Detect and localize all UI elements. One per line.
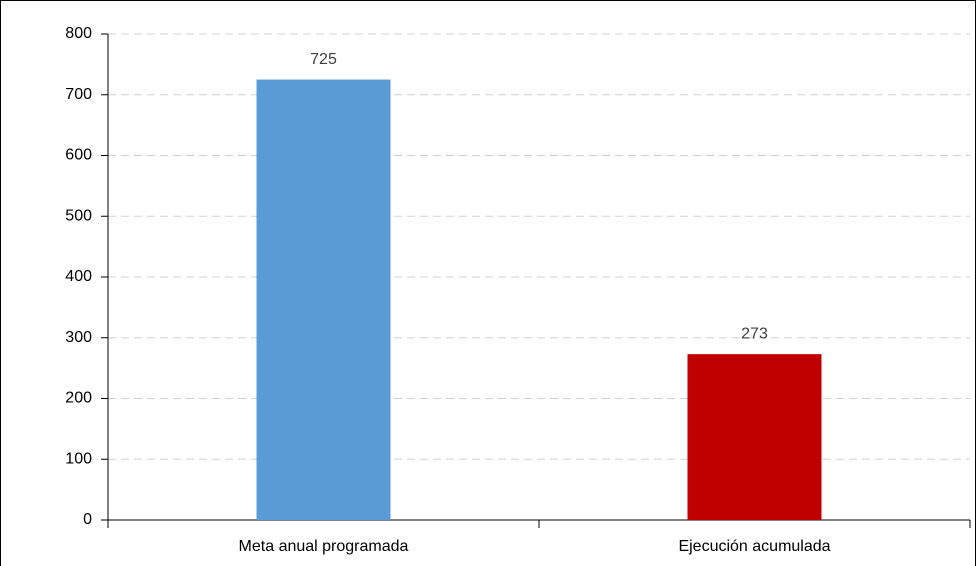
data-label: 725: [310, 51, 337, 68]
x-tick-label: Ejecución acumulada: [678, 538, 830, 555]
y-tick-label: 700: [65, 86, 92, 103]
y-tick-label: 0: [83, 511, 92, 528]
y-tick-label: 200: [65, 390, 92, 407]
y-tick-label: 400: [65, 268, 92, 285]
y-tick-label: 500: [65, 207, 92, 224]
x-tick-label: Meta anual programada: [239, 538, 409, 555]
bar: [687, 354, 822, 520]
y-tick-label: 800: [65, 25, 92, 42]
data-label: 273: [741, 325, 768, 342]
y-tick-label: 600: [65, 147, 92, 164]
y-tick-label: 100: [65, 450, 92, 467]
bar: [256, 79, 391, 520]
y-tick-label: 300: [65, 329, 92, 346]
